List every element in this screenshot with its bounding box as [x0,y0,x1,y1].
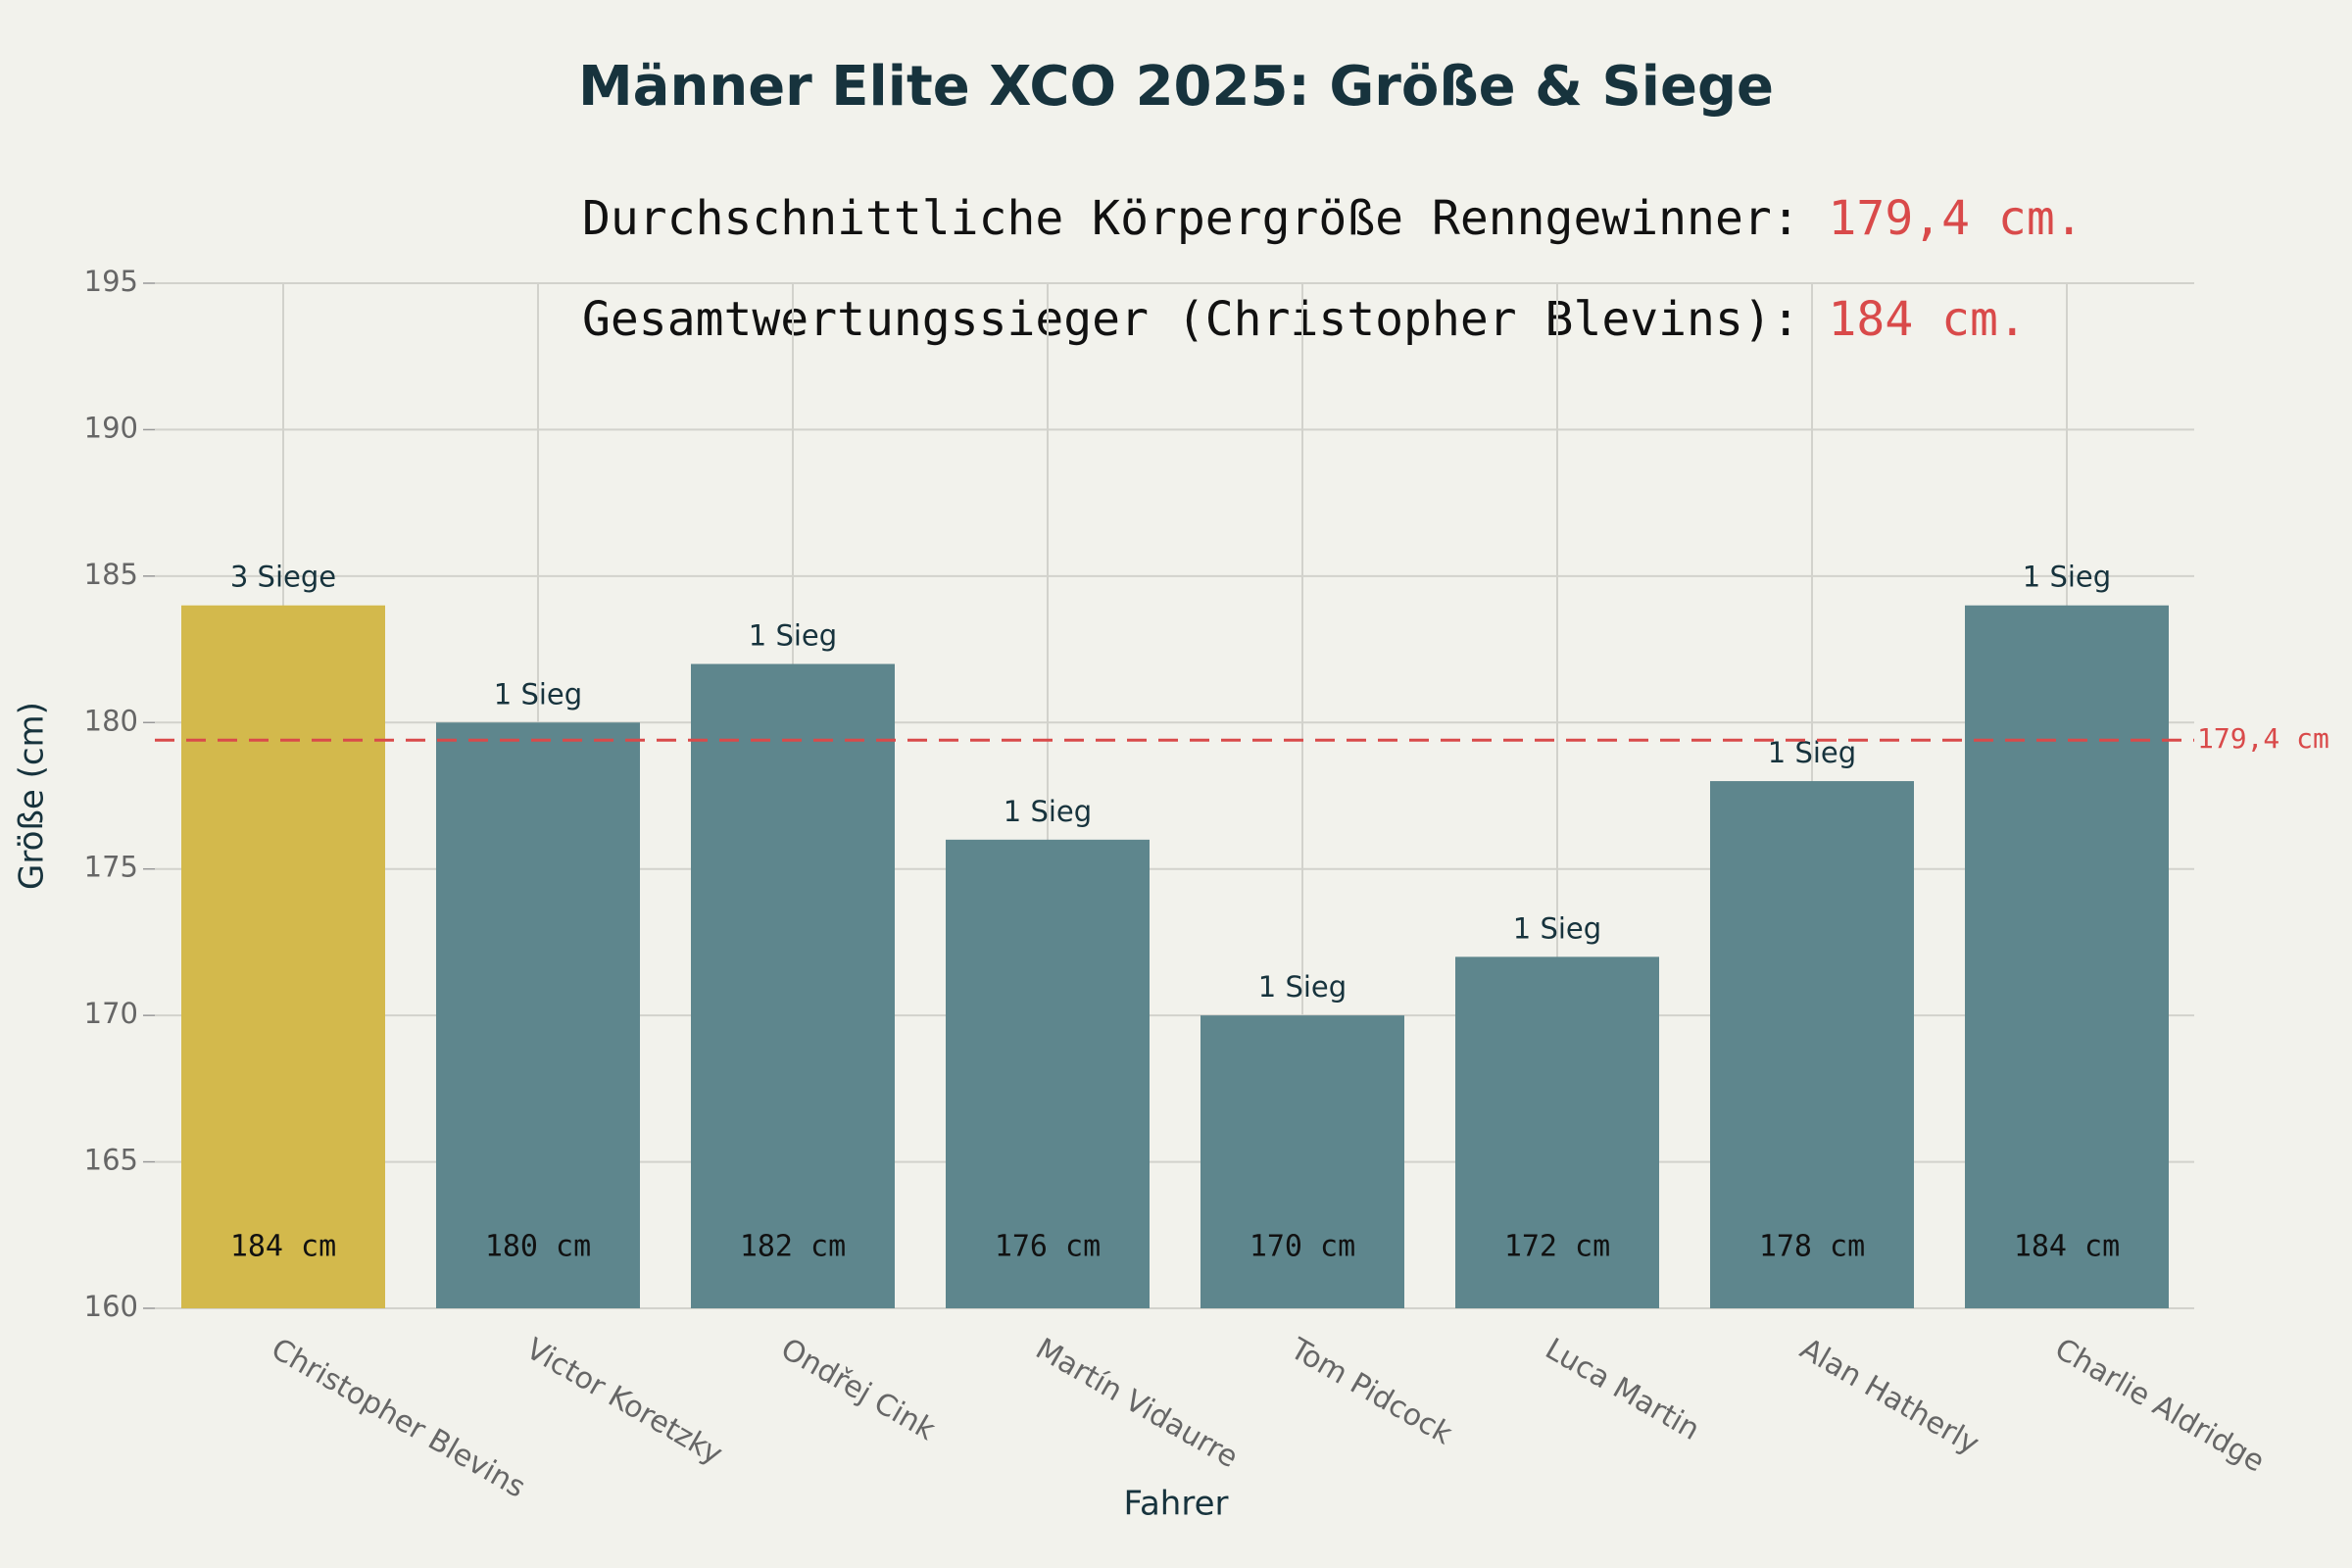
bar [1200,1015,1404,1308]
annotation: Durchschnittliche Körpergröße Renngewinn… [582,191,2083,246]
top-label: 1 Sieg [1258,970,1347,1004]
annotation-text: Durchschnittliche Körpergröße Renngewinn… [582,191,1829,246]
x-tick-label: Tom Pidcock [1284,1331,1458,1451]
y-tick-label: 185 [84,558,138,591]
y-tick-label: 195 [84,265,138,298]
bar [436,722,640,1308]
bar [1710,781,1914,1308]
top-label: 1 Sieg [1513,911,1601,945]
top-label: 3 Siege [230,561,336,594]
value-label: 176 cm [995,1230,1101,1264]
top-label: 1 Sieg [1768,736,1856,769]
bar [946,839,1150,1308]
value-label: 184 cm [2014,1230,2120,1264]
bar [181,605,385,1308]
y-tick-label: 175 [84,851,138,884]
y-tick-label: 165 [84,1144,138,1177]
bar [1455,956,1659,1308]
x-tick-label: Martín Vidaurre [1030,1332,1244,1475]
value-label: 184 cm [230,1230,336,1264]
annotation-highlight: 184 cm. [1829,292,2027,347]
y-tick-label: 190 [84,411,138,444]
value-label: 180 cm [485,1230,591,1264]
value-label: 172 cm [1504,1230,1610,1264]
top-label: 1 Sieg [749,619,837,653]
annotation: Gesamtwertungssieger (Christopher Blevin… [582,292,2027,347]
y-tick-label: 160 [84,1290,138,1323]
bar [1965,605,2169,1308]
x-tick-label: Charlie Aldridge [2049,1332,2271,1480]
top-label: 1 Sieg [2023,561,2111,594]
top-label: 1 Sieg [1004,795,1092,828]
value-label: 170 cm [1250,1230,1355,1264]
bar [691,663,895,1308]
x-tick-label: Christopher Blevins [266,1332,531,1505]
x-tick-label: Ondřej Cink [775,1332,942,1447]
x-axis-label: Fahrer [1124,1485,1229,1524]
y-tick-label: 180 [84,704,138,737]
top-label: 1 Sieg [494,677,582,710]
x-tick-label: Luca Martin [1540,1332,1705,1447]
annotation-text: Gesamtwertungssieger (Christopher Blevin… [582,292,1829,347]
value-label: 178 cm [1759,1230,1865,1264]
annotation-highlight: 179,4 cm. [1829,191,2083,246]
chart-title: Männer Elite XCO 2025: Größe & Siege [578,55,1774,119]
y-tick-label: 170 [84,997,138,1030]
value-label: 182 cm [740,1230,846,1264]
reference-label: 179,4 cm [2197,722,2329,755]
x-tick-label: Alan Hatherly [1794,1332,1985,1462]
x-tick-label: Victor Koretzky [520,1332,728,1472]
y-axis-label: Größe (cm) [13,702,52,890]
